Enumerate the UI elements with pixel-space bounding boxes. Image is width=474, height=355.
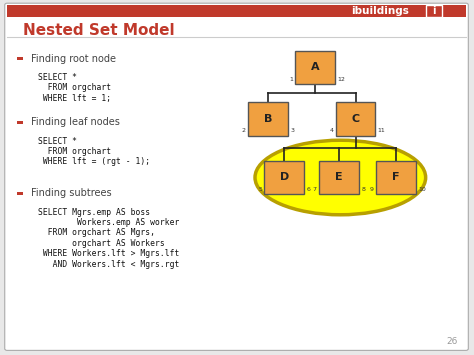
Text: C: C: [351, 114, 360, 124]
Text: A: A: [311, 62, 319, 72]
FancyBboxPatch shape: [376, 161, 416, 194]
Text: B: B: [264, 114, 272, 124]
Bar: [17, 57, 23, 60]
Bar: [17, 192, 23, 195]
FancyBboxPatch shape: [336, 102, 375, 136]
Text: 12: 12: [337, 77, 346, 82]
FancyBboxPatch shape: [264, 161, 304, 194]
Text: SELECT *
  FROM orgchart
 WHERE lft = 1;: SELECT * FROM orgchart WHERE lft = 1;: [38, 73, 111, 103]
Text: 6: 6: [307, 187, 310, 192]
Text: 26: 26: [446, 337, 457, 346]
Text: D: D: [280, 173, 289, 182]
FancyBboxPatch shape: [5, 3, 468, 350]
Text: F: F: [392, 173, 400, 182]
Bar: [7, 5, 466, 17]
Text: SELECT *
  FROM orgchart
 WHERE lft = (rgt - 1);: SELECT * FROM orgchart WHERE lft = (rgt …: [38, 137, 150, 166]
FancyBboxPatch shape: [426, 5, 442, 17]
Text: Finding leaf nodes: Finding leaf nodes: [31, 118, 119, 127]
Text: 11: 11: [378, 128, 385, 133]
Text: Nested Set Model: Nested Set Model: [23, 23, 174, 38]
Bar: [17, 121, 23, 124]
Text: 10: 10: [418, 187, 426, 192]
Text: 5: 5: [258, 187, 262, 192]
Text: 2: 2: [242, 128, 246, 133]
Text: ibuildings: ibuildings: [351, 6, 409, 16]
Text: 3: 3: [290, 128, 294, 133]
Text: 8: 8: [361, 187, 365, 192]
Text: 4: 4: [329, 128, 333, 133]
Text: i: i: [432, 6, 436, 16]
Text: 9: 9: [370, 187, 374, 192]
FancyBboxPatch shape: [295, 51, 335, 84]
FancyBboxPatch shape: [319, 161, 359, 194]
Ellipse shape: [255, 140, 426, 215]
Text: E: E: [335, 173, 343, 182]
Text: Finding root node: Finding root node: [31, 54, 116, 64]
Text: SELECT Mgrs.emp AS boss
        Workers.emp AS worker
  FROM orgchart AS Mgrs,
 : SELECT Mgrs.emp AS boss Workers.emp AS w…: [38, 208, 179, 269]
Text: Finding subtrees: Finding subtrees: [31, 189, 111, 198]
Text: 7: 7: [313, 187, 317, 192]
FancyBboxPatch shape: [248, 102, 288, 136]
Text: 1: 1: [289, 77, 293, 82]
